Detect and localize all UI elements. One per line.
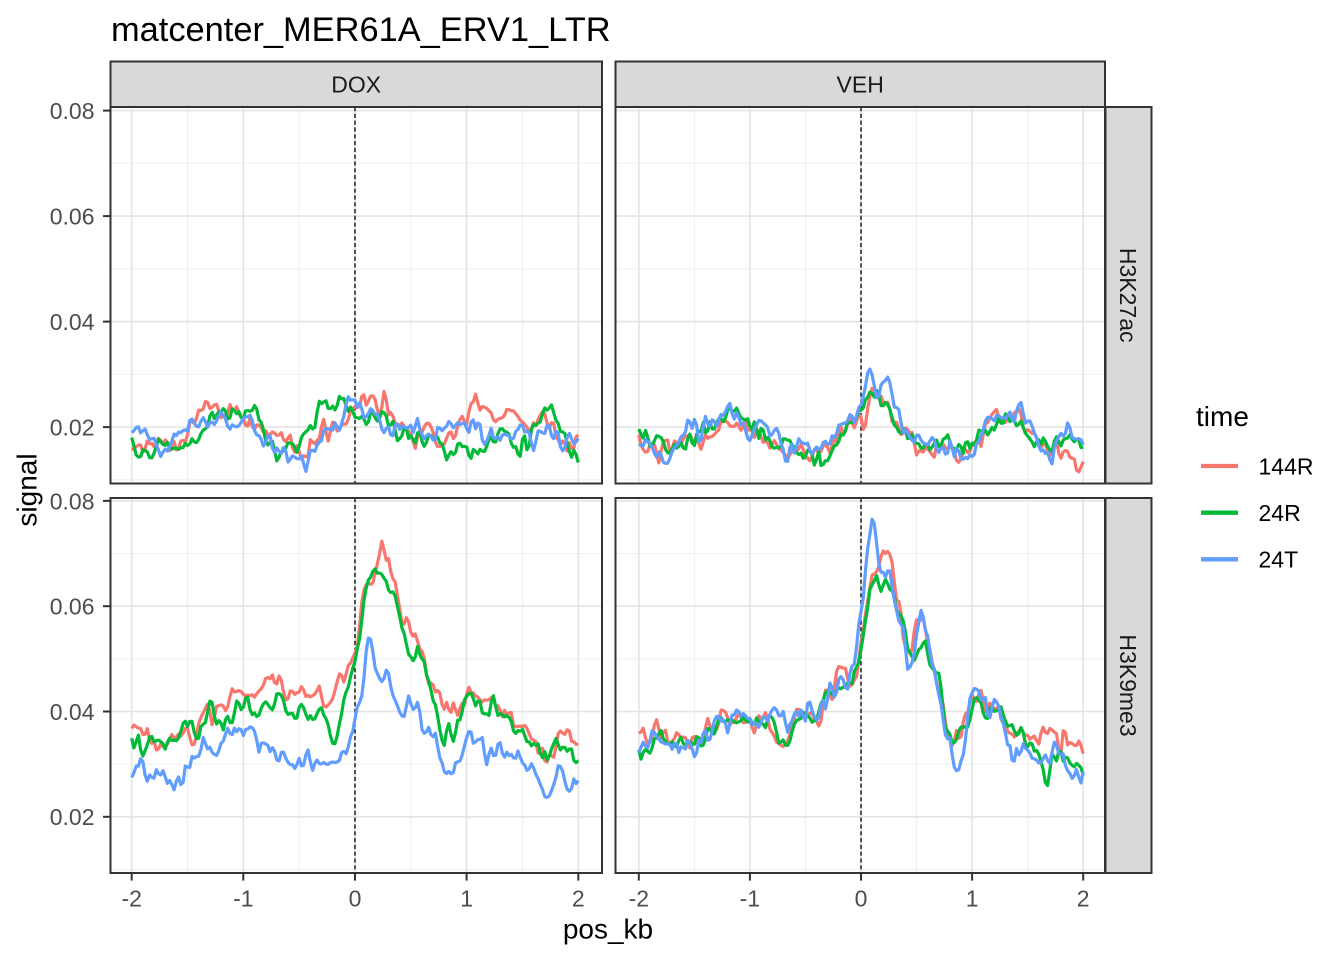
- svg-text:0.04: 0.04: [50, 309, 95, 335]
- svg-text:1: 1: [460, 886, 473, 912]
- svg-text:-1: -1: [740, 886, 760, 912]
- svg-text:signal: signal: [12, 453, 43, 526]
- svg-text:2: 2: [572, 886, 585, 912]
- svg-text:2: 2: [1077, 886, 1090, 912]
- svg-text:144R: 144R: [1259, 453, 1314, 479]
- svg-text:DOX: DOX: [331, 72, 381, 98]
- svg-text:0.06: 0.06: [50, 594, 95, 620]
- svg-text:24R: 24R: [1259, 500, 1301, 526]
- svg-text:0.02: 0.02: [50, 804, 95, 830]
- svg-text:time: time: [1196, 401, 1249, 432]
- svg-text:0.08: 0.08: [50, 98, 95, 124]
- svg-text:matcenter_MER61A_ERV1_LTR: matcenter_MER61A_ERV1_LTR: [111, 11, 611, 49]
- svg-text:0: 0: [855, 886, 868, 912]
- svg-text:pos_kb: pos_kb: [563, 914, 653, 945]
- svg-text:0.06: 0.06: [50, 204, 95, 230]
- svg-text:1: 1: [966, 886, 979, 912]
- svg-text:H3K27ac: H3K27ac: [1115, 248, 1141, 343]
- svg-text:-2: -2: [121, 886, 141, 912]
- svg-text:0.08: 0.08: [50, 488, 95, 514]
- svg-text:-2: -2: [629, 886, 649, 912]
- svg-text:0.04: 0.04: [50, 699, 95, 725]
- svg-text:24T: 24T: [1259, 547, 1299, 573]
- svg-text:-1: -1: [233, 886, 253, 912]
- svg-text:VEH: VEH: [837, 72, 884, 98]
- svg-text:0: 0: [349, 886, 362, 912]
- svg-text:H3K9me3: H3K9me3: [1115, 634, 1141, 736]
- svg-text:0.02: 0.02: [50, 415, 95, 441]
